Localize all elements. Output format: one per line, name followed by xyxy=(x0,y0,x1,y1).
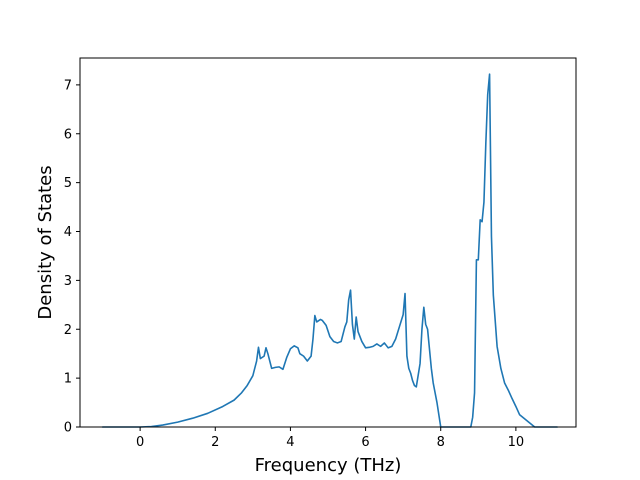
plot-area xyxy=(101,73,559,428)
x-axis-label: Frequency (THz) xyxy=(255,455,402,476)
x-tick-label: 10 xyxy=(508,435,525,450)
y-tick-label: 7 xyxy=(64,78,72,93)
y-tick-label: 6 xyxy=(64,127,72,142)
y-axis-ticks: 0 1 2 3 4 5 6 7 xyxy=(64,78,80,436)
series-line xyxy=(101,73,559,428)
axes-frame xyxy=(79,57,577,428)
y-tick-label: 1 xyxy=(64,372,72,387)
x-tick-label: 8 xyxy=(437,435,445,450)
x-tick-label: 6 xyxy=(361,435,369,450)
y-axis-label: Density of States xyxy=(35,165,56,319)
y-tick-label: 2 xyxy=(64,323,72,338)
x-tick-label: 0 xyxy=(136,435,144,450)
y-tick-label: 4 xyxy=(64,225,72,240)
x-tick-label: 2 xyxy=(211,435,219,450)
y-tick-label: 5 xyxy=(64,176,72,191)
x-tick-label: 4 xyxy=(286,435,294,450)
y-tick-label: 3 xyxy=(64,274,72,289)
x-axis-ticks: 0 2 4 6 8 10 xyxy=(136,427,524,450)
y-tick-label: 0 xyxy=(64,421,72,436)
